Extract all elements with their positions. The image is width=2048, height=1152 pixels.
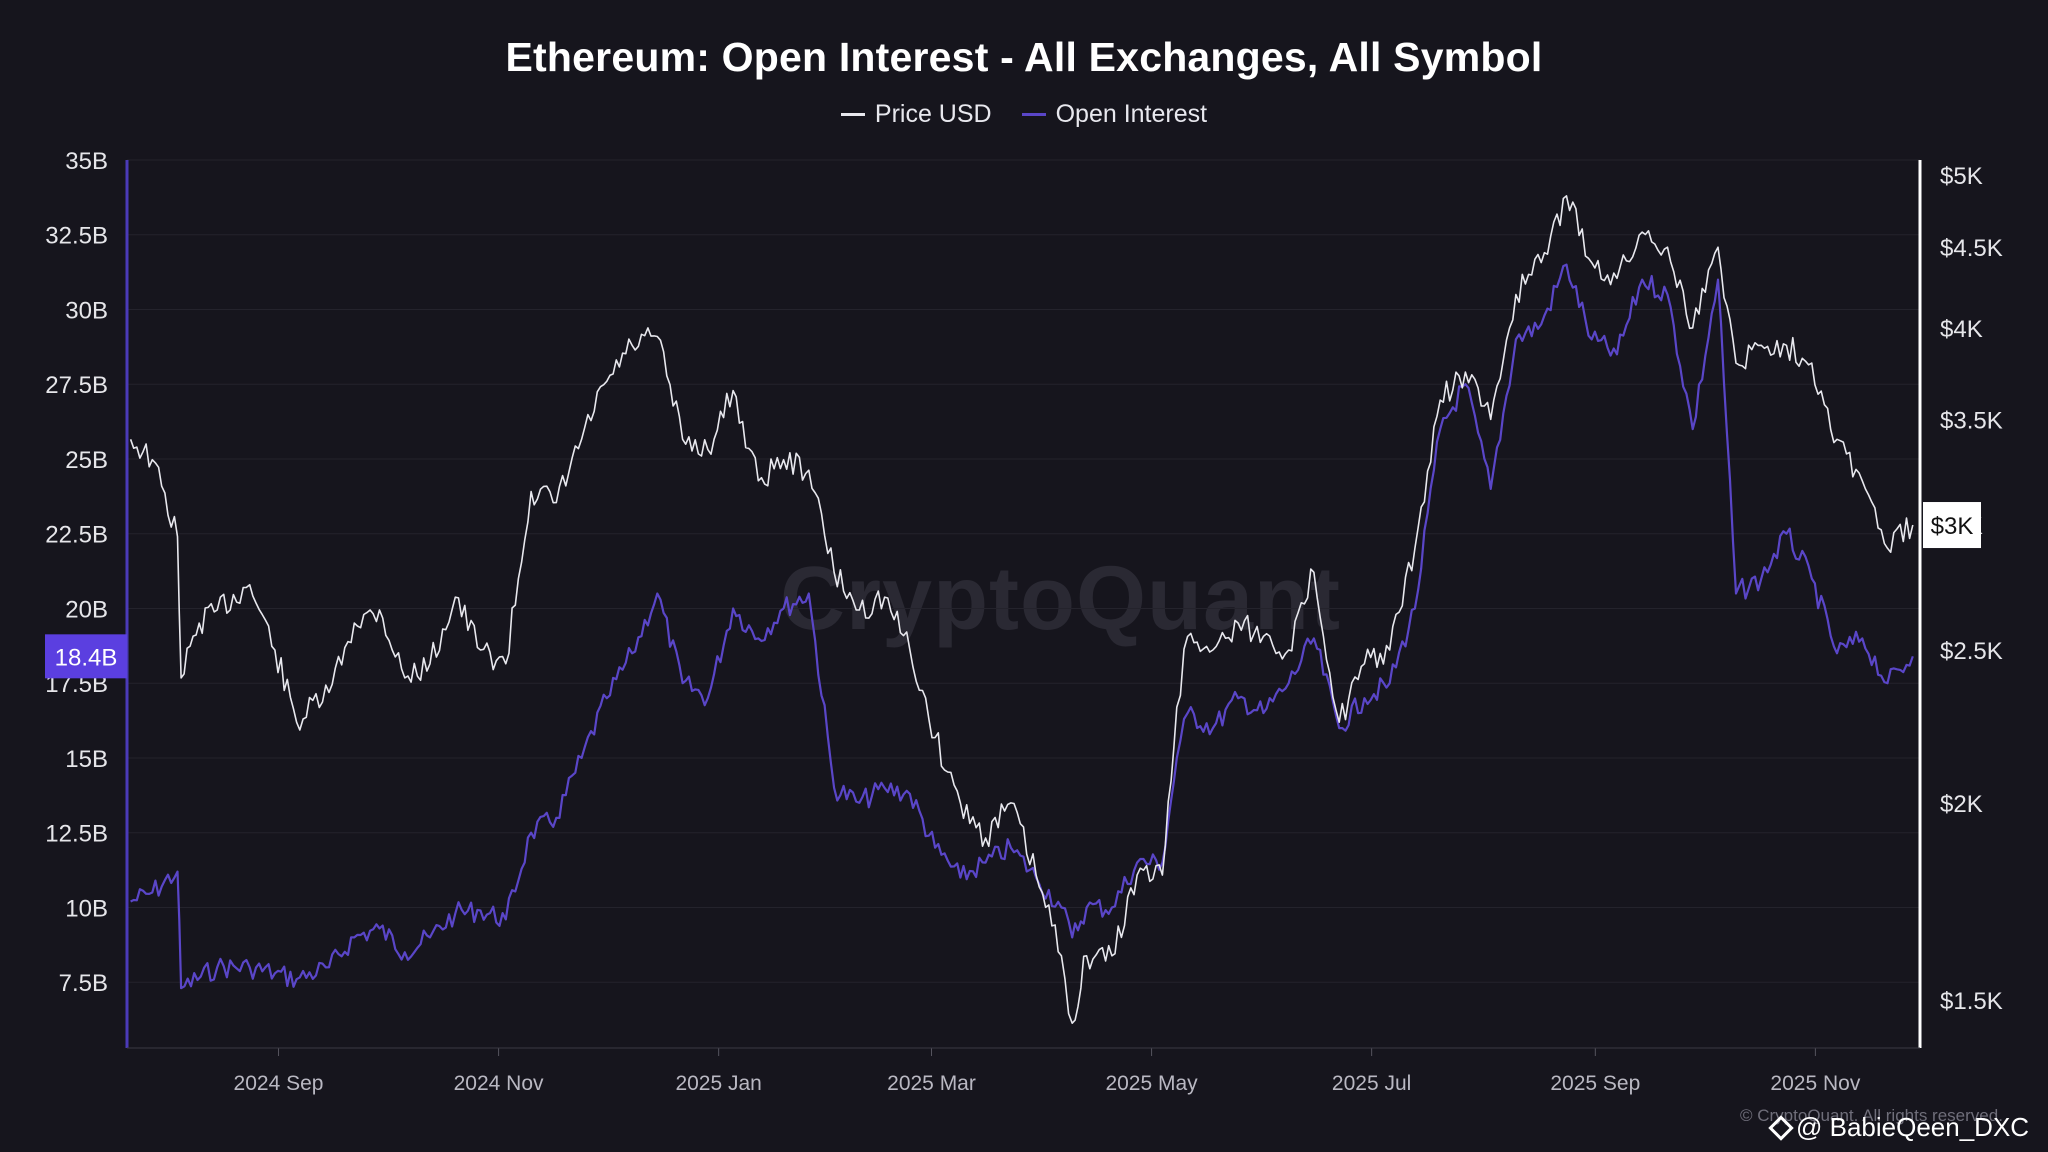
binance-logo-icon: [1768, 1114, 1794, 1141]
legend-label-open-interest: Open Interest: [1055, 100, 1208, 128]
legend-swatch-price: [840, 113, 865, 116]
legend-item-price[interactable]: Price USD: [840, 100, 992, 129]
y-right-tick-label: $4.5K: [1940, 235, 2003, 262]
series-line-price: [129, 195, 1914, 1025]
price-current-badge: [1923, 502, 1981, 549]
legend: Price USD Open Interest: [0, 100, 2048, 129]
legend-item-open-interest[interactable]: Open Interest: [1021, 100, 1208, 129]
author-handle: @ BabieQeen_DXC: [1768, 1112, 2030, 1143]
x-tick-label: 2025 May: [1105, 1072, 1198, 1095]
y-left-tick-label: 7.5B: [59, 970, 108, 997]
price-current-label: $3K: [1931, 513, 1974, 540]
y-left-tick-label: 20B: [65, 596, 108, 623]
x-tick-label: 2024 Nov: [454, 1072, 544, 1095]
y-right-tick-label: $5K: [1940, 163, 1983, 190]
legend-label-price: Price USD: [874, 100, 992, 128]
copyright-text: © CryptoQuant. All rights reserved.: [1740, 1106, 2003, 1125]
watermark: CryptoQuant: [780, 549, 1341, 649]
x-tick-label: 2025 Jul: [1332, 1072, 1411, 1095]
chart-title: Ethereum: Open Interest - All Exchanges,…: [505, 34, 1543, 80]
x-tick-label: 2024 Sep: [234, 1072, 324, 1095]
y-left-tick-label: 15B: [65, 746, 108, 773]
x-tick-label: 2025 Jan: [675, 1072, 761, 1095]
y-right-tick-label: $3.5K: [1940, 407, 2003, 434]
y-left-tick-label: 27.5B: [45, 372, 108, 399]
x-tick-label: 2025 Mar: [887, 1072, 976, 1095]
y-left-tick-label: 30B: [65, 297, 108, 324]
y-left-tick-label: 12.5B: [45, 821, 108, 848]
x-tick-label: 2025 Nov: [1770, 1072, 1860, 1095]
y-left-tick-label: 32.5B: [45, 223, 108, 250]
legend-swatch-open-interest: [1021, 113, 1046, 116]
oi-current-badge: [45, 634, 127, 679]
y-left-tick-label: 25B: [65, 447, 108, 474]
x-tick-label: 2025 Sep: [1550, 1072, 1640, 1095]
y-left-tick-label: 22.5B: [45, 522, 108, 549]
oi-current-label: 18.4B: [55, 644, 118, 671]
y-right-tick-label: $1.5K: [1940, 988, 2003, 1015]
series-line-open-interest: [130, 263, 1914, 990]
y-right-tick-label: $2K: [1940, 791, 1983, 818]
y-right-tick-label: $4K: [1940, 316, 1983, 343]
author-handle-text: @ BabieQeen_DXC: [1796, 1112, 2030, 1142]
y-left-tick-label: 10B: [65, 895, 108, 922]
y-left-tick-label: 35B: [65, 148, 108, 175]
y-right-tick-label: $2.5K: [1940, 638, 2003, 665]
